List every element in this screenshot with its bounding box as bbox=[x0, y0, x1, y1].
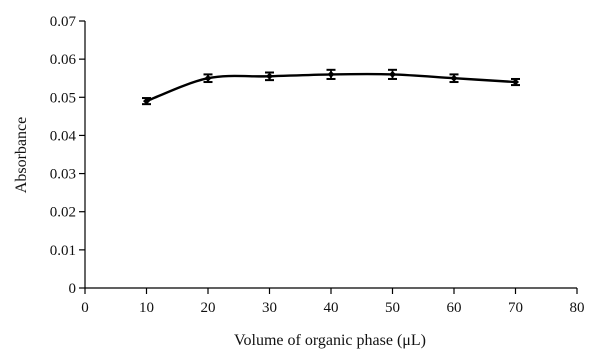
x-tick-label: 60 bbox=[447, 300, 462, 316]
x-axis-title: Volume of organic phase (μL) bbox=[234, 332, 426, 349]
y-tick-label: 0.06 bbox=[50, 52, 77, 68]
data-point bbox=[143, 97, 150, 105]
data-point bbox=[450, 74, 458, 82]
data-point bbox=[389, 70, 396, 78]
y-axis-ticks: 0 0.01 0.02 0.03 0.04 0.05 0.06 0.07 bbox=[50, 14, 85, 297]
y-tick-label: 0.02 bbox=[50, 205, 76, 221]
x-tick-label: 20 bbox=[201, 300, 216, 316]
data-point bbox=[266, 72, 273, 80]
x-tick-label: 10 bbox=[139, 300, 154, 316]
data-point bbox=[204, 74, 212, 82]
x-tick-label: 50 bbox=[385, 300, 400, 316]
x-tick-label: 70 bbox=[508, 300, 523, 316]
y-axis-title: Absorbance bbox=[13, 117, 30, 193]
x-tick-label: 30 bbox=[262, 300, 277, 316]
x-tick-label: 40 bbox=[324, 300, 339, 316]
y-tick-label: 0.05 bbox=[50, 90, 76, 106]
data-points bbox=[143, 70, 519, 105]
y-tick-label: 0.03 bbox=[50, 167, 76, 183]
y-tick-label: 0 bbox=[69, 281, 77, 297]
x-tick-label: 0 bbox=[81, 300, 89, 316]
x-tick-label: 80 bbox=[570, 300, 585, 316]
y-tick-label: 0.04 bbox=[50, 128, 77, 144]
data-point bbox=[512, 78, 519, 86]
y-tick-label: 0.01 bbox=[50, 243, 76, 259]
data-point bbox=[327, 70, 335, 78]
x-axis-ticks: 0 10 20 30 40 50 60 70 80 bbox=[81, 288, 585, 316]
y-tick-label: 0.07 bbox=[50, 14, 77, 30]
